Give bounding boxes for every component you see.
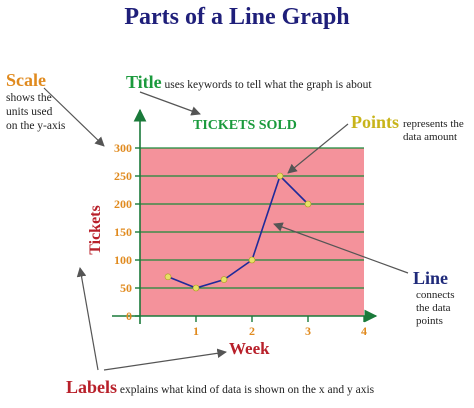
data-point-2 [192,284,200,292]
line-description-line-2: the data [416,302,451,314]
x-tick-label-1: 1 [193,324,199,338]
data-point-6 [304,200,312,208]
labels-arrow-y [76,267,99,371]
y-tick-label-300: 300 [114,141,132,155]
tick-labels: 0 50 100 150 200 250 300 1 2 3 4 [114,141,367,338]
y-axis-label: Tickets [87,205,104,255]
scale-description-line-3: on the y-axis [6,120,66,132]
y-tick-label-50: 50 [120,281,132,295]
x-axis-label: Week [229,339,270,358]
page-title: Parts of a Line Graph [124,4,350,30]
line-keyword: Line [413,268,449,288]
chart-title: TICKETS SOLD [193,118,297,133]
data-point-4 [248,256,256,264]
scale-description-line-2: units used [6,106,53,118]
y-tick-label-200: 200 [114,197,132,211]
axes [112,108,378,324]
labels-annotation: Labels explains what kind of data is sho… [66,377,374,398]
labels-keyword: Labels [66,377,118,397]
points-description-line-1: represents the [403,118,464,130]
scale-arrow [43,87,105,147]
title-keyword: Title [126,72,162,92]
x-tick-label-2: 2 [249,324,255,338]
line-description-line-1: connects [416,289,455,301]
labels-arrow-x [103,348,227,371]
line-description-line-3: points [416,315,443,327]
points-arrow [287,123,349,174]
title-arrow [139,91,201,116]
x-tick-label-3: 3 [305,324,311,338]
data-series [164,172,312,292]
title-annotation: Title uses keywords to tell what the gra… [126,72,372,93]
title-description: uses keywords to tell what the graph is … [164,79,372,91]
y-tick-label-100: 100 [114,253,132,267]
line-arrow [273,222,409,274]
data-point-3 [220,276,228,283]
data-point-1 [164,273,172,281]
points-keyword: Points [351,112,400,132]
y-tick-label-150: 150 [114,225,132,239]
data-point-5 [276,172,284,180]
y-tick-label-0: 0 [126,309,132,323]
scale-keyword: Scale [6,70,46,90]
data-line [167,174,309,289]
y-tick-label-250: 250 [114,169,132,183]
scale-description-line-1: shows the [6,92,52,104]
x-tick-label-4: 4 [361,324,367,338]
points-description-line-2: data amount [403,131,458,143]
annotation-arrows [43,87,409,371]
labels-description: explains what kind of data is shown on t… [119,384,375,396]
